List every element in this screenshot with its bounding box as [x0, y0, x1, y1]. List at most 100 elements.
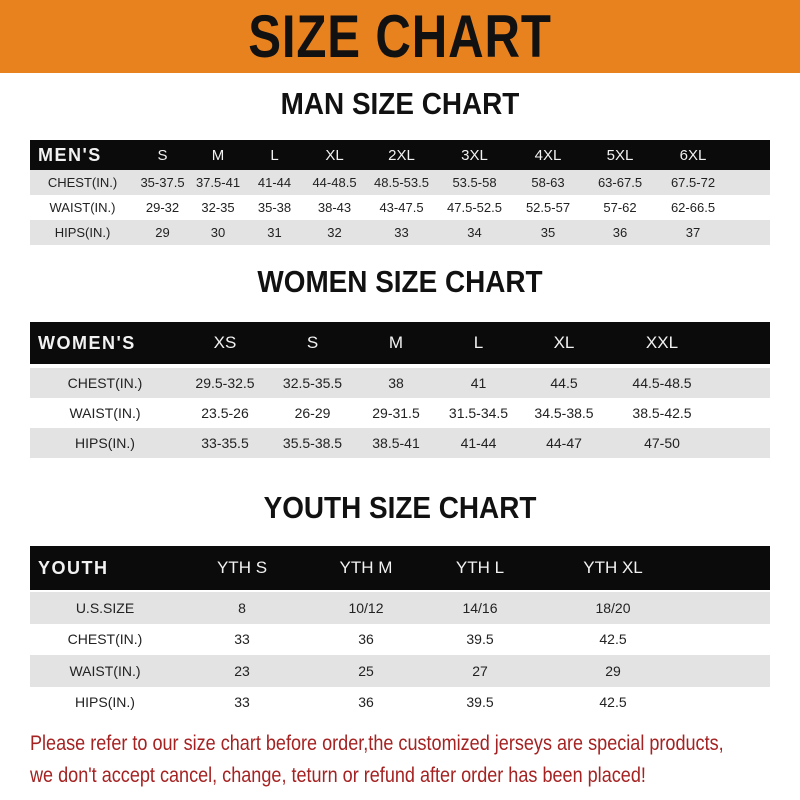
- size-value: 32-35: [201, 200, 235, 215]
- size-value: 44-48.5: [312, 175, 357, 190]
- size-value: 23.5-26: [201, 405, 249, 421]
- size-value: 31.5-34.5: [448, 405, 509, 421]
- women-section-title: WOMEN SIZE CHART: [257, 264, 543, 299]
- table-row: CHEST(IN.) 33 36 39.5 42.5: [30, 623, 770, 655]
- men-header-row: MEN'S S M L XL 2XL 3XL 4XL 5XL 6XL: [30, 140, 770, 170]
- table-row: WAIST(IN.) 23 25 27 29: [30, 655, 770, 687]
- size-header: M: [211, 146, 225, 164]
- size-value: 39.5: [466, 694, 494, 711]
- size-value: 44.5: [550, 375, 578, 391]
- youth-size-table: YOUTH YTH S YTH M YTH L YTH XL U.S.SIZE 8 10/12…: [30, 546, 770, 718]
- measurement-label: U.S.SIZE: [75, 599, 135, 616]
- size-header: 6XL: [679, 146, 707, 164]
- size-value: 33: [234, 631, 250, 648]
- notice-line-1: Please refer to our size chart before or…: [30, 732, 724, 755]
- size-value: 34: [467, 225, 482, 240]
- size-value: 42.5: [599, 631, 627, 648]
- size-header: 2XL: [388, 146, 415, 164]
- size-value: 63-67.5: [597, 175, 643, 190]
- size-value: 39.5: [466, 631, 494, 648]
- size-value: 62-66.5: [670, 200, 716, 215]
- size-header: YTH L: [455, 558, 505, 577]
- size-value: 38-43: [317, 200, 352, 215]
- size-value: 26-29: [294, 405, 331, 421]
- table-row: HIPS(IN.) 33 36 39.5 42.5: [30, 686, 770, 718]
- size-value: 53.5-58: [452, 175, 497, 190]
- size-value: 44-47: [546, 435, 582, 451]
- table-row: U.S.SIZE 8 10/12 14/16 18/20: [30, 592, 770, 624]
- table-label: MEN'S: [38, 144, 102, 165]
- size-value: 29-32: [145, 200, 180, 215]
- table-row: WAIST(IN.) 23.5-26 26-29 29-31.5 31.5-34.5 34…: [30, 398, 770, 428]
- table-row: CHEST(IN.) 29.5-32.5 32.5-35.5 38 41 44.5 44.5…: [30, 368, 770, 398]
- size-header: S: [157, 146, 168, 164]
- size-value: 52.5-57: [525, 200, 571, 215]
- size-value: 30: [210, 225, 226, 240]
- women-header-row: WOMEN'S XS S M L XL XXL: [30, 322, 770, 364]
- youth-section-title: YOUTH SIZE CHART: [263, 490, 537, 525]
- size-header: S: [306, 333, 319, 352]
- measurement-label: HIPS(IN.): [75, 694, 135, 711]
- size-value: 43-47.5: [379, 200, 424, 215]
- size-value: 41-44: [460, 435, 497, 451]
- size-value: 33: [234, 694, 250, 711]
- size-header: YTH M: [339, 558, 393, 577]
- size-value: 41-44: [257, 175, 292, 190]
- size-header: L: [270, 146, 279, 164]
- banner-title: SIZE CHART: [248, 3, 552, 70]
- size-value: 25: [358, 662, 374, 679]
- size-header: XXL: [645, 333, 679, 352]
- size-chart-banner: SIZE CHART: [0, 0, 800, 73]
- youth-header-row: YOUTH YTH S YTH M YTH L YTH XL: [30, 546, 770, 590]
- size-value: 29-31.5: [372, 405, 420, 421]
- size-value: 37: [685, 225, 701, 240]
- size-value: 29: [605, 662, 621, 679]
- size-value: 44.5-48.5: [632, 375, 692, 391]
- measurement-label: HIPS(IN.): [54, 225, 111, 240]
- size-header: XS: [213, 333, 237, 352]
- table-row: HIPS(IN.) 29 30 31 32 33 34 35 36 37: [30, 220, 770, 245]
- size-value: 36: [358, 631, 374, 648]
- notice-line-2: we don't accept cancel, change, teturn o…: [30, 764, 646, 787]
- size-value: 38.5-41: [372, 435, 420, 451]
- size-header: YTH XL: [583, 558, 643, 577]
- size-value: 47.5-52.5: [447, 200, 502, 215]
- size-value: 18/20: [595, 599, 631, 616]
- size-value: 33: [394, 225, 409, 240]
- size-value: 33-35.5: [201, 435, 249, 451]
- size-value: 57-62: [603, 200, 637, 215]
- women-size-table: WOMEN'S XS S M L XL XXL CHEST(IN.) 29.5-32.5 32.5…: [30, 322, 770, 458]
- size-value: 27: [472, 662, 488, 679]
- size-value: 58-63: [531, 175, 565, 190]
- table-label: YOUTH: [38, 557, 109, 578]
- measurement-label: CHEST(IN.): [67, 375, 143, 391]
- size-header: 4XL: [534, 146, 562, 164]
- size-value: 23: [234, 662, 250, 679]
- men-size-table: MEN'S S M L XL 2XL 3XL 4XL 5XL 6XL CHEST(IN.) 35-37…: [30, 140, 770, 245]
- size-value: 14/16: [462, 599, 498, 616]
- table-label: WOMEN'S: [38, 332, 136, 353]
- size-value: 35-38: [257, 200, 292, 215]
- measurement-label: WAIST(IN.): [69, 405, 141, 421]
- size-header: 5XL: [606, 146, 634, 164]
- size-value: 8: [238, 599, 246, 616]
- size-value: 42.5: [599, 694, 627, 711]
- table-row: HIPS(IN.) 33-35.5 35.5-38.5 38.5-41 41-44 44-…: [30, 428, 770, 458]
- size-value: 29: [155, 225, 170, 240]
- size-value: 35.5-38.5: [282, 435, 343, 451]
- size-value: 32.5-35.5: [282, 375, 343, 391]
- size-value: 38.5-42.5: [632, 405, 692, 421]
- size-value: 10/12: [348, 599, 384, 616]
- size-header: L: [473, 333, 484, 352]
- measurement-label: CHEST(IN.): [67, 631, 143, 648]
- measurement-label: CHEST(IN.): [47, 175, 118, 190]
- size-value: 35-37.5: [140, 175, 185, 190]
- measurement-label: HIPS(IN.): [75, 435, 135, 451]
- size-header: XL: [553, 333, 575, 352]
- size-header: M: [388, 333, 404, 352]
- measurement-label: WAIST(IN.): [69, 662, 141, 679]
- men-section-title: MAN SIZE CHART: [280, 86, 520, 121]
- size-value: 34.5-38.5: [534, 405, 594, 421]
- size-value: 36: [358, 694, 374, 711]
- size-value: 67.5-72: [670, 175, 716, 190]
